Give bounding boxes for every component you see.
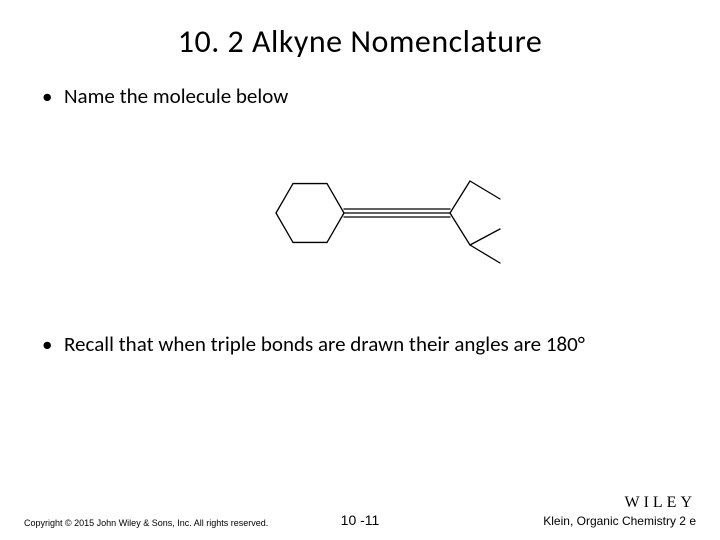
bullet-2: Recall that when triple bonds are drawn … <box>42 331 696 357</box>
bullet-list-2: Recall that when triple bonds are drawn … <box>24 331 696 357</box>
footer-right: WILEY Klein, Organic Chemistry 2 e <box>543 494 696 528</box>
book-ref: Klein, Organic Chemistry 2 e <box>543 514 696 528</box>
footer: Copyright © 2015 John Wiley & Sons, Inc.… <box>24 494 696 528</box>
copyright-text: Copyright © 2015 John Wiley & Sons, Inc.… <box>24 518 268 528</box>
molecule-svg <box>150 123 570 303</box>
bullet-1: Name the molecule below <box>42 83 696 109</box>
molecule-figure <box>24 123 696 303</box>
bullet-list: Name the molecule below <box>24 83 696 109</box>
wiley-logo: WILEY <box>543 494 696 512</box>
slide-title: 10. 2 Alkyne Nomenclature <box>24 22 696 61</box>
page-number: 10 -11 <box>341 512 380 528</box>
slide: 10. 2 Alkyne Nomenclature Name the molec… <box>0 0 720 540</box>
